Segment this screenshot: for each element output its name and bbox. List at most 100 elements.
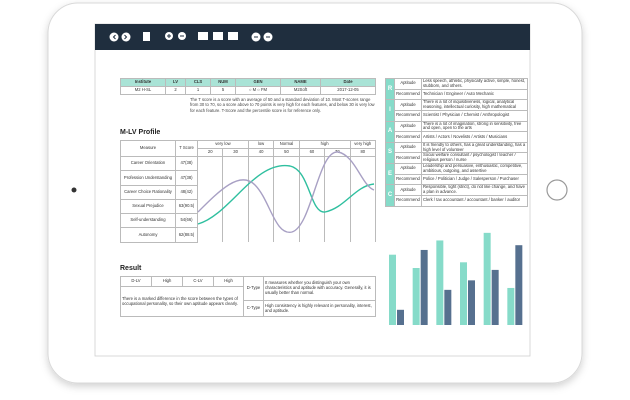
scale-cell xyxy=(298,185,326,200)
result-row: D-LV High C-LV High D-Type It measures whethe… xyxy=(120,276,376,301)
value-cell: 2 xyxy=(165,86,186,95)
scale-cell xyxy=(273,156,300,171)
scale-value: 30 xyxy=(222,148,249,157)
recommend-text: Scientist / Physician / Chemist / Anthro… xyxy=(421,109,528,122)
header-cell: Measure xyxy=(120,140,176,157)
recommend-row: Recommend Scientist / Physician / Chemist… xyxy=(386,109,528,122)
header-cell: LV xyxy=(165,78,186,87)
summary-text: There is a marked difference in the scor… xyxy=(120,286,244,317)
scale-cell xyxy=(349,227,376,243)
row-label: Aptitude xyxy=(394,141,422,154)
scale-cell xyxy=(222,156,249,171)
home-button[interactable] xyxy=(546,179,568,201)
aptitude-text: There is a lot of imagination, strong in… xyxy=(421,120,528,133)
value-cell: ○ M ○ FM xyxy=(235,86,281,95)
scale-cell xyxy=(222,199,249,214)
type-label: D-Type xyxy=(243,276,264,301)
row-label: Recommend xyxy=(394,131,422,143)
riasec-letter: I xyxy=(385,99,395,122)
type-text: High consistency is highly relevant in p… xyxy=(263,300,376,317)
type-text: It measures whether you distinguish your… xyxy=(263,276,376,301)
t-score: 47(38) xyxy=(175,170,198,186)
scale-cell xyxy=(247,227,275,243)
t-score: 47(38) xyxy=(175,155,198,172)
export-button[interactable] xyxy=(228,32,238,40)
print-button[interactable] xyxy=(198,32,208,40)
result-row: C-Type High consistency is highly relevan… xyxy=(121,300,376,317)
scale-value: 50 xyxy=(273,148,300,157)
row-label: Recommend xyxy=(394,194,422,207)
recommend-row: Recommend Clerk / tax accountant / accoun… xyxy=(386,194,528,207)
scale-cell xyxy=(196,170,224,186)
measure: Career Orientation xyxy=(120,155,176,172)
recommend-text: Clerk / tax accountant / accountant / ba… xyxy=(421,194,528,207)
header-cell: Institute xyxy=(120,78,166,87)
header-cell: NUM xyxy=(210,78,236,87)
aptitude-text: Leadership and persuasive, enthusiastic,… xyxy=(421,163,528,175)
row-label: Recommend xyxy=(394,152,422,165)
result-cell: C-LV xyxy=(182,276,214,287)
measure: Profession Understanding xyxy=(120,170,176,186)
value-cell: 1 xyxy=(185,86,211,95)
t-score: 63(90.5) xyxy=(175,198,198,215)
scale-group: very low xyxy=(197,140,249,149)
section-title: Result xyxy=(120,265,142,272)
scale-cell xyxy=(247,199,275,214)
print-page-button[interactable] xyxy=(213,32,223,40)
scale-cell xyxy=(324,185,351,200)
aptitude-row: A Aptitude There is a lot of imagination, … xyxy=(385,120,528,143)
scale-cell xyxy=(196,213,224,228)
scale-cell xyxy=(247,213,275,228)
header-cell: T Score xyxy=(175,140,198,157)
scale-group: low xyxy=(247,140,275,149)
scale-cell xyxy=(324,227,351,243)
scale-value: 80 xyxy=(349,148,376,157)
scale-cell xyxy=(273,227,300,243)
header-row: Institute LV CLS NUM GEN NAME Date xyxy=(120,78,376,87)
value-cell: 2017-12-05 xyxy=(320,86,376,95)
aptitude-text: It is friendly to others, has a great un… xyxy=(421,141,528,154)
aptitude-row: I Aptitude There is a lot of inquisitivene… xyxy=(385,99,528,122)
scale-cell xyxy=(349,170,376,186)
t-score: 48(42) xyxy=(175,184,198,200)
page-button[interactable] xyxy=(143,32,150,41)
measure: Self-understanding xyxy=(120,213,176,229)
row-label: Aptitude xyxy=(394,163,422,175)
t-score: 62(88.5) xyxy=(175,227,198,243)
scale-cell xyxy=(298,227,326,243)
scale-cell xyxy=(324,213,351,228)
note: The T score is a score with an average o… xyxy=(190,97,375,113)
info-table: Institute LV CLS NUM GEN NAME Date M2 H-SL 2 1 5 ○ … xyxy=(120,78,376,95)
scale-cell xyxy=(247,185,275,200)
zoom-icons xyxy=(167,34,270,38)
section-title: M-LV Profile xyxy=(120,129,161,136)
toolbar xyxy=(95,24,530,50)
value-cell: 5 xyxy=(210,86,236,95)
scale-group: Normal xyxy=(273,140,300,149)
result-cell: High xyxy=(213,276,244,287)
scale-cell xyxy=(324,199,351,214)
value-cell: M2Soft xyxy=(280,86,321,95)
scale-cell xyxy=(349,156,376,171)
result-cell: D-LV xyxy=(120,276,152,287)
scale-value: 60 xyxy=(298,148,326,157)
profile-row: Self-understanding 54(66) xyxy=(120,213,376,229)
profile-row: Career Choice Rationality 48(42) xyxy=(120,184,376,200)
measure: Career Choice Rationality xyxy=(120,184,176,200)
scale-cell xyxy=(247,156,275,171)
row-label: Recommend xyxy=(394,88,422,101)
recommend-row: Recommend Social welfare consultant / psy… xyxy=(386,152,528,165)
camera xyxy=(71,187,77,193)
aptitude-text: There is a lot of inquisitiveness, logic… xyxy=(421,99,528,111)
recommend-text: Artists / Actors / Novelists / Artists /… xyxy=(421,131,528,143)
scale-cell xyxy=(222,227,249,243)
riasec-letter: E xyxy=(385,163,395,186)
aptitude-row: E Aptitude Leadership and persuasive, enth… xyxy=(385,163,528,186)
riasec-letter: A xyxy=(385,120,395,143)
profile-row: Sexual Prejudice 63(90.5) xyxy=(120,198,376,215)
scale-cell xyxy=(196,199,224,214)
riasec-letter: S xyxy=(385,141,395,165)
scale-cell xyxy=(222,213,249,228)
scale-group: high xyxy=(298,140,351,149)
riasec-letter: C xyxy=(385,184,395,207)
